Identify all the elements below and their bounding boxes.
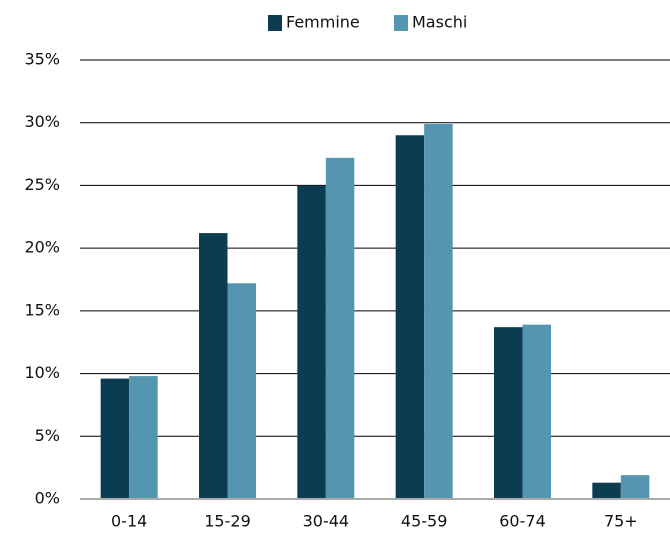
- bar: [395, 135, 425, 499]
- bar: [522, 324, 551, 499]
- bar: [199, 233, 228, 499]
- y-tick-label: 5%: [35, 426, 60, 445]
- bar: [620, 475, 650, 499]
- x-tick-label: 30-44: [303, 512, 350, 531]
- x-tick-label: 0-14: [111, 512, 147, 531]
- legend-swatch: [394, 15, 408, 31]
- x-tick-label: 75+: [604, 512, 638, 531]
- x-tick-label: 60-74: [499, 512, 546, 531]
- bar: [100, 378, 130, 499]
- y-tick-label: 30%: [24, 112, 60, 131]
- y-tick-label: 35%: [24, 50, 60, 69]
- bar: [227, 283, 256, 499]
- y-tick-label: 15%: [24, 300, 60, 319]
- y-tick-label: 0%: [35, 489, 60, 508]
- y-tick-label: 25%: [24, 175, 60, 194]
- bar: [325, 157, 355, 499]
- legend-swatch: [268, 15, 282, 31]
- y-tick-label: 20%: [24, 238, 60, 257]
- bar: [424, 123, 453, 500]
- legend-label: Femmine: [286, 13, 360, 32]
- y-tick-label: 10%: [24, 363, 60, 382]
- bar: [297, 185, 326, 499]
- bar: [129, 376, 158, 499]
- legend-label: Maschi: [412, 13, 467, 32]
- x-tick-label: 15-29: [204, 512, 251, 531]
- bar: [592, 482, 621, 499]
- bar: [494, 327, 523, 499]
- x-tick-label: 45-59: [401, 512, 448, 531]
